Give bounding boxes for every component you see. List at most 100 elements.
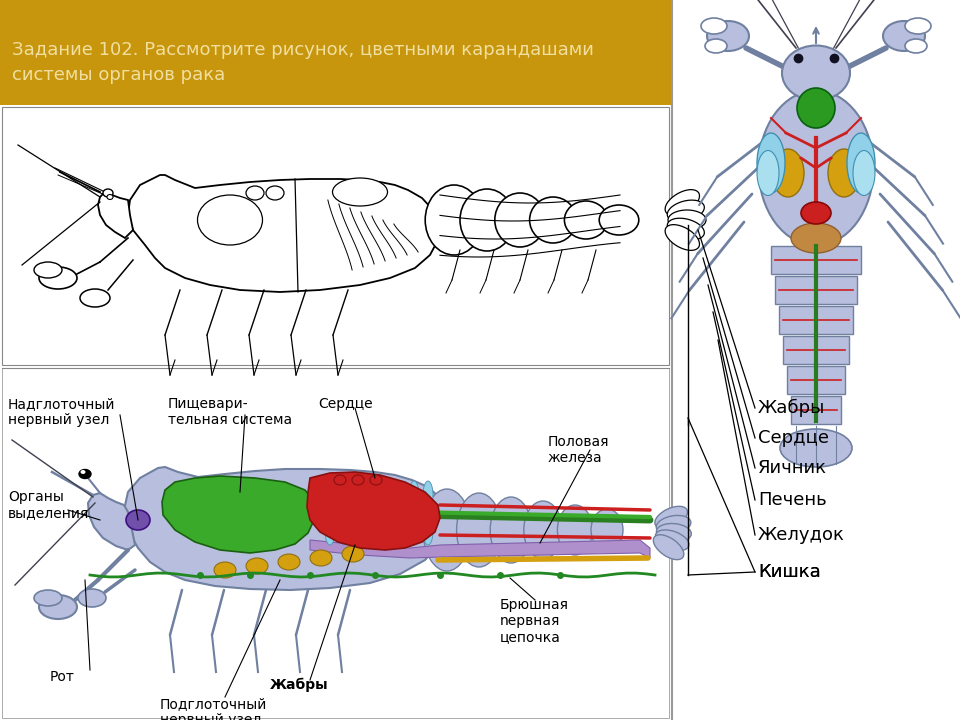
Bar: [2, 107, 669, 365]
Ellipse shape: [667, 200, 705, 222]
Ellipse shape: [847, 133, 875, 193]
Ellipse shape: [457, 493, 501, 567]
Ellipse shape: [246, 186, 264, 200]
Ellipse shape: [772, 149, 804, 197]
Ellipse shape: [266, 186, 284, 200]
Ellipse shape: [409, 499, 419, 527]
Ellipse shape: [214, 562, 236, 578]
Text: Кишка: Кишка: [758, 563, 821, 581]
Text: Жабры: Жабры: [758, 399, 826, 417]
Ellipse shape: [801, 202, 831, 224]
Ellipse shape: [668, 210, 706, 230]
Ellipse shape: [353, 517, 363, 545]
Ellipse shape: [325, 499, 335, 527]
Ellipse shape: [591, 509, 623, 551]
Polygon shape: [128, 175, 438, 292]
Ellipse shape: [353, 481, 363, 509]
Text: Желудок: Желудок: [758, 526, 845, 544]
Bar: [672, 0, 960, 720]
Polygon shape: [162, 476, 315, 553]
Ellipse shape: [367, 481, 377, 509]
Ellipse shape: [494, 193, 545, 247]
Ellipse shape: [758, 91, 874, 246]
Ellipse shape: [780, 429, 852, 467]
Text: Задание 102. Рассмотрите рисунок, цветными карандашами: Задание 102. Рассмотрите рисунок, цветны…: [12, 41, 594, 59]
Ellipse shape: [34, 590, 62, 606]
Ellipse shape: [530, 197, 576, 243]
Text: системы органов рака: системы органов рака: [12, 66, 226, 84]
Ellipse shape: [39, 595, 77, 619]
Ellipse shape: [797, 88, 835, 128]
Bar: [775, 276, 857, 304]
Text: Жабры: Жабры: [270, 678, 328, 693]
Ellipse shape: [352, 475, 364, 485]
Text: Брюшная
nервная
цепочка: Брюшная nервная цепочка: [500, 598, 569, 644]
Bar: [771, 246, 861, 274]
Ellipse shape: [381, 499, 391, 527]
Text: Надглоточный
нервный узел: Надглоточный нервный узел: [8, 397, 115, 427]
Bar: [783, 336, 849, 364]
Polygon shape: [310, 540, 650, 558]
Ellipse shape: [757, 150, 779, 196]
Ellipse shape: [246, 558, 268, 574]
Ellipse shape: [409, 481, 419, 509]
Ellipse shape: [701, 18, 727, 34]
Ellipse shape: [103, 189, 113, 197]
Ellipse shape: [39, 267, 77, 289]
Ellipse shape: [339, 517, 349, 545]
Ellipse shape: [558, 505, 592, 555]
Text: Яичник: Яичник: [758, 459, 827, 477]
Ellipse shape: [665, 189, 700, 215]
Ellipse shape: [657, 516, 691, 534]
Ellipse shape: [79, 469, 91, 479]
Ellipse shape: [409, 517, 419, 545]
Ellipse shape: [310, 550, 332, 566]
Ellipse shape: [381, 517, 391, 545]
Ellipse shape: [905, 18, 931, 34]
Text: Печень: Печень: [758, 491, 827, 509]
Ellipse shape: [853, 150, 875, 196]
Polygon shape: [307, 472, 440, 550]
Ellipse shape: [656, 530, 689, 551]
Bar: [787, 366, 845, 394]
Ellipse shape: [325, 481, 335, 509]
Ellipse shape: [599, 205, 638, 235]
Ellipse shape: [80, 289, 110, 307]
Text: Половая
железа: Половая железа: [548, 435, 610, 465]
Ellipse shape: [126, 510, 150, 530]
Ellipse shape: [395, 499, 405, 527]
Ellipse shape: [107, 194, 113, 199]
Ellipse shape: [425, 185, 483, 255]
Ellipse shape: [423, 481, 433, 509]
Polygon shape: [124, 467, 448, 590]
Ellipse shape: [423, 517, 433, 545]
Text: Сердце: Сердце: [758, 429, 829, 447]
Ellipse shape: [367, 517, 377, 545]
Ellipse shape: [395, 481, 405, 509]
Ellipse shape: [828, 149, 860, 197]
Ellipse shape: [460, 189, 514, 251]
Ellipse shape: [367, 499, 377, 527]
Bar: [779, 306, 853, 334]
Ellipse shape: [339, 481, 349, 509]
Ellipse shape: [278, 554, 300, 570]
Ellipse shape: [705, 39, 727, 53]
Text: Рот: Рот: [50, 670, 75, 684]
Text: Пищевари-
тельная система: Пищевари- тельная система: [168, 397, 292, 427]
Ellipse shape: [353, 499, 363, 527]
Ellipse shape: [423, 489, 471, 571]
Ellipse shape: [325, 517, 335, 545]
Text: Кишка: Кишка: [758, 563, 821, 581]
Ellipse shape: [339, 499, 349, 527]
Ellipse shape: [655, 506, 687, 528]
Ellipse shape: [707, 21, 749, 51]
Ellipse shape: [395, 517, 405, 545]
Ellipse shape: [564, 201, 608, 239]
Ellipse shape: [78, 589, 106, 607]
Ellipse shape: [657, 523, 691, 541]
Ellipse shape: [423, 499, 433, 527]
Polygon shape: [98, 192, 133, 238]
Ellipse shape: [198, 195, 262, 245]
Ellipse shape: [342, 546, 364, 562]
Bar: [0, 0, 672, 105]
